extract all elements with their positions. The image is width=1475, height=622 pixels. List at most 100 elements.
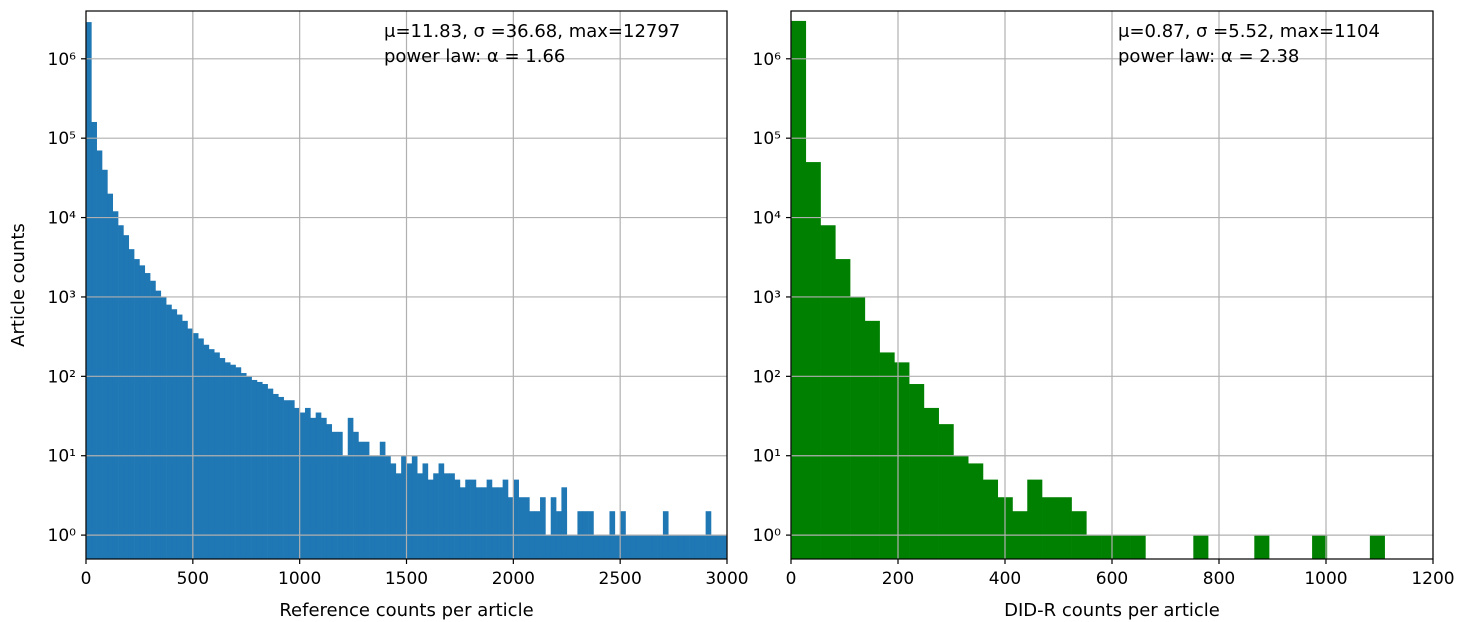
histogram-bar [208, 349, 215, 559]
histogram-bar [850, 296, 866, 559]
histogram-bar [646, 535, 653, 559]
histogram-bar [481, 487, 487, 559]
histogram-bar [417, 473, 423, 559]
histogram-bar [1086, 535, 1102, 559]
histogram-bar [155, 290, 162, 559]
histogram-bar [358, 441, 365, 559]
histogram-bar [123, 235, 130, 559]
histogram-bar [427, 479, 434, 559]
histogram-bar [1369, 535, 1385, 559]
x-tick-label: 0 [786, 569, 797, 589]
histogram-bar [433, 473, 439, 559]
x-axis-ticks: 0 200 400 600 800 1000 1200 [786, 559, 1455, 589]
histogram-bar [689, 535, 696, 559]
histogram-bar [791, 20, 807, 560]
y-tick-label: 10¹ [48, 447, 76, 467]
histogram-bar [684, 535, 690, 559]
histogram-bar [550, 535, 557, 559]
histogram-bar [272, 393, 279, 559]
histogram-bar [305, 407, 311, 559]
histogram-bar [353, 431, 359, 559]
x-tick-label: 400 [989, 569, 1021, 589]
histogram-bar [230, 364, 236, 559]
histogram-bar [299, 412, 306, 559]
histogram-bar [1042, 497, 1058, 559]
power-law-annotation: power law: α = 2.38 [1118, 46, 1299, 67]
histogram-bar [401, 455, 407, 559]
histogram-bar [518, 497, 525, 559]
histogram-bar [486, 479, 493, 559]
histogram-bar [176, 314, 183, 559]
histogram-bar [198, 338, 204, 559]
histogram-bar [657, 535, 664, 559]
histogram-bar [128, 249, 135, 559]
power-law-annotation: power law: α = 1.66 [384, 46, 565, 67]
histogram-bar [1254, 535, 1270, 559]
histogram-bar [968, 463, 984, 559]
histogram-bar [572, 535, 578, 559]
x-tick-label: 1200 [1411, 569, 1454, 589]
x-tick-label: 1500 [385, 569, 428, 589]
histogram-bar [1115, 535, 1131, 559]
y-tick-label: 10⁴ [753, 209, 782, 229]
histogram-bar [422, 463, 429, 559]
histogram-bar [385, 455, 391, 559]
y-tick-label: 10⁵ [48, 129, 76, 149]
histogram-bar [556, 535, 562, 559]
histogram-bar [625, 535, 632, 559]
y-tick-label: 10⁰ [48, 526, 77, 546]
x-tick-label: 1000 [1304, 569, 1347, 589]
histogram-bar [390, 463, 397, 559]
histogram-bar [134, 259, 140, 559]
y-tick-label: 10⁶ [753, 50, 782, 70]
histogram-bar [953, 455, 969, 559]
histogram-bar [864, 320, 880, 559]
x-tick-label: 1000 [278, 569, 321, 589]
x-axis-label: DID-R counts per article [1004, 600, 1220, 621]
histogram-bar [507, 497, 514, 559]
histogram-bar [894, 362, 910, 559]
histogram-bar [491, 487, 498, 559]
histogram-bar [342, 455, 349, 559]
x-tick-label: 2500 [599, 569, 642, 589]
histogram-bar [224, 362, 231, 559]
histogram-bar [604, 535, 610, 559]
histogram-bar [411, 455, 418, 559]
histogram-bar [160, 296, 167, 559]
histogram-bar [395, 473, 402, 559]
histogram-bar [443, 473, 450, 559]
histogram-bar [379, 441, 386, 559]
x-tick-label: 0 [81, 569, 92, 589]
histogram-bar [102, 169, 108, 560]
histogram-bar [721, 535, 728, 559]
histogram-bar [540, 497, 546, 559]
histogram-bar [283, 400, 290, 559]
y-tick-label: 10⁵ [753, 129, 781, 149]
histogram-bar [465, 479, 471, 559]
histogram-bar [1312, 535, 1328, 559]
x-tick-label: 800 [1203, 569, 1235, 589]
histogram-bar [219, 358, 226, 559]
histogram-bar [700, 535, 706, 559]
histogram-bar [513, 479, 519, 559]
histogram-bar [166, 304, 172, 559]
histogram-bar [673, 535, 680, 559]
histogram-bar [1027, 479, 1043, 559]
histogram-bar [251, 379, 258, 559]
histogram-bar [678, 535, 685, 559]
y-tick-label: 10³ [753, 288, 781, 308]
histogram-bar [144, 273, 151, 559]
histogram-bar [614, 535, 621, 559]
histogram-bar [652, 535, 658, 559]
y-tick-label: 10² [753, 367, 781, 387]
y-tick-label: 10⁴ [48, 209, 77, 229]
histogram-bar [710, 535, 717, 559]
histogram-bar [256, 381, 263, 559]
histogram-bar [267, 388, 274, 559]
histogram-bar [171, 309, 178, 559]
y-axis-ticks: 10⁰ 10¹ 10² 10³ 10⁴ 10⁵ 10⁶ [753, 50, 791, 546]
reference-counts-histogram: 0 500 1000 1500 2000 2500 3000 10⁰ 10¹ 10² 10³ 10⁴… [8, 10, 749, 621]
histogram-bar [187, 328, 194, 559]
histogram-bar [374, 455, 381, 559]
